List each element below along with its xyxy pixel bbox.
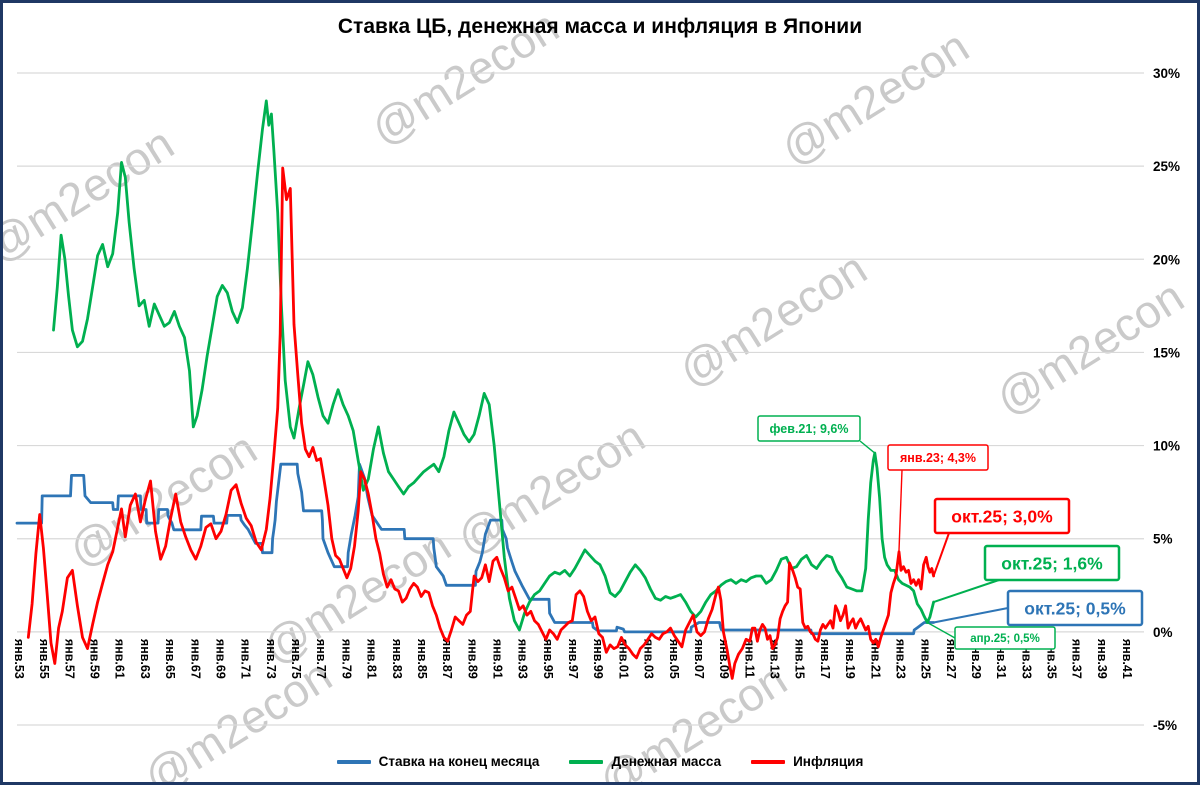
- x-axis-label: янв.69: [214, 639, 228, 679]
- x-axis-label: янв.21: [868, 639, 882, 679]
- annotation-box: [1006, 589, 1144, 627]
- series-line-1: [52, 99, 935, 632]
- annotation-label: окт.25; 1,6%: [1001, 553, 1103, 573]
- annotation-box: [887, 444, 989, 471]
- annotation-leader: [933, 607, 1009, 624]
- x-axis-label: янв.27: [944, 639, 958, 679]
- y-axis-label: 10%: [1153, 439, 1180, 454]
- x-axis-label: янв.83: [390, 639, 404, 679]
- x-axis-label: янв.59: [88, 639, 102, 679]
- x-axis-label: янв.95: [541, 639, 555, 679]
- x-axis-label: янв.73: [264, 639, 278, 679]
- legend-label: Ставка на конец месяца: [378, 754, 540, 769]
- legend-item: Ставка на конец месяца: [336, 754, 540, 769]
- legend-line-swatch: [569, 759, 604, 764]
- annotation-leader: [898, 469, 903, 552]
- x-axis-label: янв.65: [163, 639, 177, 679]
- annotation-leader: [932, 532, 950, 577]
- annotation-label: окт.25; 0,5%: [1024, 598, 1126, 618]
- x-axis-label: янв.67: [188, 639, 202, 679]
- x-axis-label: янв.81: [365, 639, 379, 679]
- x-axis-label: янв.97: [566, 639, 580, 679]
- x-axis-label: янв.03: [642, 639, 656, 679]
- legend-line-swatch: [336, 759, 371, 764]
- y-axis-label: -5%: [1153, 718, 1177, 733]
- y-axis-label: 15%: [1153, 345, 1180, 360]
- x-axis-label: янв.85: [415, 639, 429, 679]
- series-line-0: [15, 462, 935, 636]
- x-axis-label: янв.19: [843, 639, 857, 679]
- x-axis-label: янв.37: [1070, 639, 1084, 679]
- x-axis-label: янв.39: [1095, 639, 1109, 679]
- x-axis-label: янв.63: [138, 639, 152, 679]
- chart-legend: Ставка на конец месяца Денежная масса Инфл…: [3, 754, 1197, 769]
- y-axis-label: 5%: [1153, 532, 1173, 547]
- series-line-2: [26, 166, 935, 680]
- x-axis-label: янв.01: [616, 639, 630, 679]
- watermark-text: @m2econ: [3, 117, 182, 273]
- x-axis-label: янв.91: [491, 639, 505, 679]
- y-axis-label: 0%: [1153, 625, 1173, 640]
- legend-label: Инфляция: [793, 754, 864, 769]
- x-axis-label: янв.71: [239, 639, 253, 679]
- x-axis-label: янв.05: [667, 639, 681, 679]
- chart-canvas: @m2econ@m2econ @m2econ@m2econ @m2econ@m2ec…: [3, 3, 1192, 782]
- legend-label: Денежная масса: [611, 754, 722, 769]
- x-axis-label: янв.75: [289, 639, 303, 679]
- annotation-box: [757, 415, 861, 442]
- y-axis-label: 30%: [1153, 66, 1180, 81]
- x-axis-label: янв.99: [591, 639, 605, 679]
- x-axis-label: янв.17: [818, 639, 832, 679]
- watermark-text: @m2econ: [448, 410, 654, 566]
- x-axis-label: янв.57: [62, 639, 76, 679]
- x-axis-label: янв.53: [12, 639, 26, 679]
- x-axis-label: янв.41: [1120, 639, 1134, 679]
- annotation-box: [983, 544, 1121, 582]
- x-axis-label: янв.61: [113, 639, 127, 679]
- chart-title: Ставка ЦБ, денежная масса и инфляция в Я…: [337, 15, 863, 38]
- x-axis-label: янв.55: [37, 639, 51, 679]
- legend-item: Денежная масса: [569, 754, 721, 769]
- x-axis-label: янв.79: [339, 639, 353, 679]
- y-axis-label: 20%: [1153, 252, 1180, 267]
- annotation-box: [933, 497, 1071, 535]
- x-axis-label: янв.13: [768, 639, 782, 679]
- annotation-label: апр.25; 0,5%: [970, 633, 1040, 645]
- annotation-leader: [926, 621, 956, 639]
- legend-item: Инфляция: [751, 754, 863, 769]
- x-axis-label: янв.25: [919, 639, 933, 679]
- x-axis-label: янв.77: [314, 639, 328, 679]
- x-axis-label: янв.11: [742, 639, 756, 678]
- watermark-text: @m2econ: [772, 20, 978, 176]
- annotation-leader: [859, 440, 876, 454]
- x-axis-label: янв.23: [894, 639, 908, 679]
- legend-line-swatch: [751, 759, 786, 764]
- annotation-label: окт.25; 3,0%: [951, 506, 1053, 526]
- annotation-label: янв.23; 4,3%: [900, 451, 976, 465]
- x-axis-label: янв.15: [793, 639, 807, 679]
- watermark-text: @m2econ: [670, 242, 876, 398]
- x-axis-label: янв.89: [465, 639, 479, 679]
- x-axis-label: янв.93: [516, 639, 530, 679]
- annotation-leader: [933, 579, 1000, 603]
- y-axis-label: 25%: [1153, 159, 1180, 174]
- x-axis-label: янв.07: [692, 639, 706, 679]
- annotation-label: фев.21; 9,6%: [770, 422, 849, 436]
- annotation-box: [954, 626, 1056, 650]
- x-axis-label: янв.87: [440, 639, 454, 679]
